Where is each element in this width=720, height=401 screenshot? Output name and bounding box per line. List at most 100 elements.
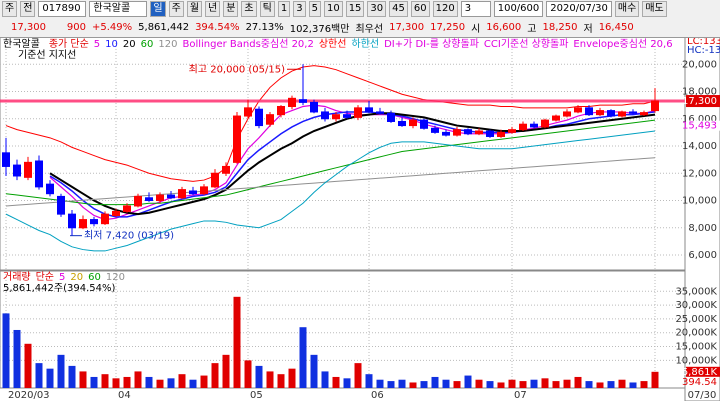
volume-bar [101, 374, 109, 388]
count-input[interactable]: 100/600 [493, 1, 544, 17]
period-month[interactable]: 월 [186, 1, 203, 17]
ma-line [5, 157, 656, 207]
volume-bar [211, 363, 219, 388]
period-tick[interactable]: 틱 [259, 1, 275, 17]
candle-body [46, 183, 54, 195]
candle-body [90, 219, 98, 225]
volume-note: 5,861,442주(394.54%) [3, 283, 115, 294]
volume-bar [508, 379, 516, 388]
volume-bar [387, 381, 395, 388]
candle-body [486, 130, 494, 137]
volume-bar [68, 365, 76, 388]
code-input[interactable]: 017890 [38, 1, 87, 17]
interval[interactable]: 1 [277, 1, 291, 17]
ma-line [49, 112, 656, 216]
volume-bar [24, 343, 32, 388]
open: 16,600 [486, 21, 522, 33]
interval[interactable]: 3 [293, 1, 306, 17]
volume-bar [552, 381, 560, 388]
volume-bar [354, 363, 362, 388]
period-minute[interactable]: 분 [223, 1, 239, 17]
candle-body [541, 119, 549, 128]
price-pane [0, 36, 686, 271]
ma-line [49, 111, 656, 218]
volume-bar [596, 382, 604, 388]
interval[interactable]: 45 [389, 1, 408, 17]
volume-bar [178, 374, 186, 388]
interval-select[interactable]: 3 [460, 1, 491, 17]
candle-body [101, 213, 109, 225]
volume-bar [585, 381, 593, 388]
interval[interactable]: 5 [308, 1, 321, 17]
legend-text: Bollinger Bands중심선 20,2 [182, 38, 313, 50]
annotation: 최고 20,000 (05/15) [189, 63, 285, 75]
period-day[interactable]: 일 [150, 1, 166, 17]
candle-body [167, 194, 175, 199]
candle-body [431, 127, 439, 133]
annotation: 최저 7,420 (03/19) [84, 230, 174, 242]
volume-bar [200, 375, 208, 388]
legend-item: 상한선 [319, 38, 347, 50]
legend-item: 10 [105, 39, 118, 50]
volume-bar [222, 354, 230, 388]
candle-body [145, 197, 153, 202]
volume-bar [90, 376, 98, 388]
sell-button[interactable]: 매도 [642, 1, 667, 17]
period-week[interactable]: 주 [168, 1, 184, 17]
legend-text: CCI기준선 상향돌파 [484, 38, 569, 50]
price-tag-label: 17,300 [682, 96, 717, 107]
interval[interactable]: 15 [345, 1, 365, 17]
candle-body [178, 189, 186, 199]
volume-bar [310, 354, 318, 388]
toolbar-row: 17,300 900 +5.49% 5,861,442 394.54% 27.1… [0, 18, 634, 36]
candle-body [640, 112, 648, 116]
date-input[interactable]: 2020/07/30 [546, 1, 612, 17]
market-select[interactable]: 주 [2, 1, 18, 17]
candle-body [57, 195, 65, 215]
high-label: 고 [527, 23, 537, 35]
y-tick-label: 10,000K [675, 355, 717, 366]
legend-title: 거래량 [3, 271, 31, 283]
change: 900 [66, 21, 86, 33]
ma-line [5, 130, 656, 252]
candle-body [24, 161, 32, 178]
candle-body [387, 112, 395, 122]
legend-note: 기준선 지지선 [18, 49, 76, 61]
candle-body [365, 107, 373, 113]
candle-body [618, 111, 626, 117]
interval[interactable]: 30 [367, 1, 387, 17]
candle-body [321, 111, 329, 120]
prev-button[interactable]: 전 [20, 1, 36, 17]
period-second[interactable]: 초 [241, 1, 257, 17]
candle-body [585, 107, 593, 116]
volume-bar [420, 381, 428, 388]
volume-tag-label: 5,861K [682, 367, 718, 378]
legend-item: 60 [141, 39, 154, 50]
low: 16,450 [598, 21, 634, 33]
volume: 5,861,442 [138, 21, 190, 33]
interval[interactable]: 120 [432, 1, 458, 17]
volume-bar [519, 381, 527, 388]
y-tick-label: 18,000 [682, 87, 717, 98]
candle-body [156, 194, 164, 202]
stock-name: 한국알콜 [89, 1, 148, 17]
interval[interactable]: 60 [410, 1, 430, 17]
buy-button[interactable]: 매수 [614, 1, 640, 17]
price-tag [686, 120, 720, 131]
candle-body [552, 115, 560, 121]
period-year[interactable]: 년 [205, 1, 221, 17]
volume-bar [640, 381, 648, 388]
y-tick-label: 6,000 [688, 250, 717, 261]
candle-body [222, 165, 230, 174]
interval[interactable]: 10 [323, 1, 343, 17]
candle-body [332, 114, 340, 120]
legend-text: DI+가 DI-를 상향돌파 [384, 38, 479, 50]
candle-body [68, 213, 76, 229]
y-tick-label: 15,000K [675, 342, 717, 353]
candle-body [310, 101, 318, 113]
candle-body [200, 186, 208, 195]
x-tick-label: 07 [514, 390, 527, 401]
candle-body [2, 152, 10, 167]
legend-item: 60 [88, 272, 101, 283]
